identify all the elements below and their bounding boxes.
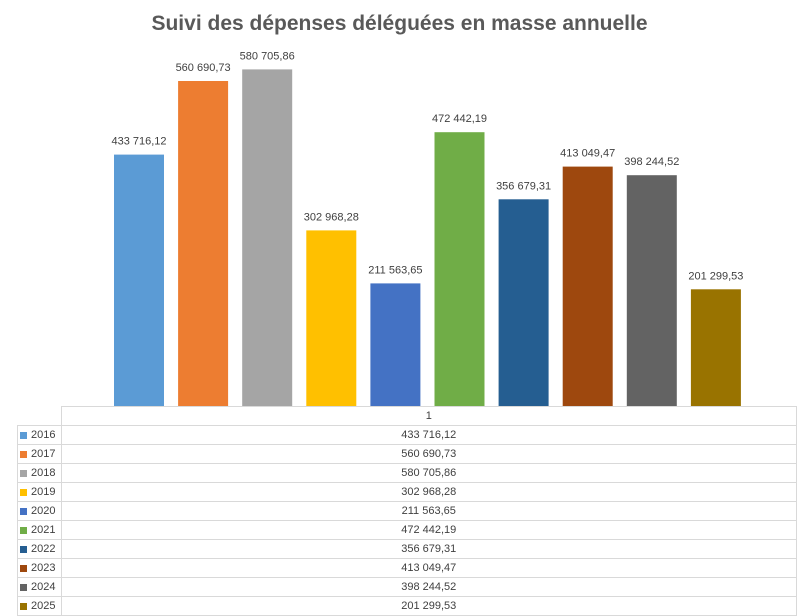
chart-title: Suivi des dépenses déléguées en masse an… xyxy=(151,12,648,35)
series-name: 2019 xyxy=(31,486,56,498)
bar-2022 xyxy=(498,199,549,406)
legend-swatch xyxy=(20,583,27,591)
bar-2016 xyxy=(114,154,164,406)
data-label-2023: 413 049,47 xyxy=(560,148,615,160)
series-value: 433 716,12 xyxy=(60,425,797,445)
series-value: 560 690,73 xyxy=(60,444,797,464)
series-value: 472 442,19 xyxy=(60,520,797,540)
data-table: 1 2016 433 716,12 2017 560 690,73 2018 580 70… xyxy=(17,406,797,616)
legend-swatch xyxy=(20,488,27,496)
series-key: 2020 xyxy=(17,501,62,521)
series-name: 2017 xyxy=(31,448,56,460)
series-value: 201 299,53 xyxy=(60,596,797,616)
legend-swatch xyxy=(20,431,27,439)
bar-2021 xyxy=(434,132,485,406)
data-label-2024: 398 244,52 xyxy=(624,156,679,168)
series-key: 2017 xyxy=(17,444,62,464)
series-name: 2024 xyxy=(31,581,56,593)
bar-2024 xyxy=(626,175,677,406)
data-label-2016: 433 716,12 xyxy=(111,136,166,148)
table-row: 2016 433 716,12 xyxy=(17,425,797,445)
bar-2018 xyxy=(242,69,293,406)
series-name: 2025 xyxy=(31,600,56,612)
series-value: 211 563,65 xyxy=(60,501,797,521)
category-label: 1 xyxy=(60,406,797,426)
legend-swatch xyxy=(20,469,27,477)
series-name: 2018 xyxy=(31,467,56,479)
data-label-2022: 356 679,31 xyxy=(496,180,551,192)
series-value: 413 049,47 xyxy=(60,558,797,578)
series-name: 2022 xyxy=(31,543,56,555)
data-label-2019: 302 968,28 xyxy=(304,211,359,223)
legend-swatch xyxy=(20,545,27,553)
series-key: 2024 xyxy=(17,577,62,597)
data-label-2021: 472 442,19 xyxy=(432,113,487,125)
series-key: 2021 xyxy=(17,520,62,540)
legend-swatch xyxy=(20,507,27,515)
series-name: 2016 xyxy=(31,429,56,441)
legend-swatch xyxy=(20,450,27,458)
table-row: 2019 302 968,28 xyxy=(17,482,797,502)
series-value: 302 968,28 xyxy=(60,482,797,502)
data-label-2025: 201 299,53 xyxy=(688,270,743,282)
series-name: 2020 xyxy=(31,505,56,517)
data-label-2020: 211 563,65 xyxy=(368,264,422,276)
legend-swatch xyxy=(20,564,27,572)
legend-swatch xyxy=(20,602,27,610)
table-header-row: 1 xyxy=(17,406,797,426)
series-key: 2022 xyxy=(17,539,62,559)
series-key: 2023 xyxy=(17,558,62,578)
table-row: 2021 472 442,19 xyxy=(17,520,797,540)
series-name: 2021 xyxy=(31,524,56,536)
bar-2023 xyxy=(562,166,613,406)
table-row: 2017 560 690,73 xyxy=(17,444,797,464)
series-key: 2019 xyxy=(17,482,62,502)
bar-2017 xyxy=(178,81,229,406)
bar-2025 xyxy=(690,289,741,406)
series-value: 356 679,31 xyxy=(60,539,797,559)
series-key: 2025 xyxy=(17,596,62,616)
data-label-2018: 580 705,86 xyxy=(240,50,295,62)
bar-2019 xyxy=(306,230,357,406)
table-row: 2024 398 244,52 xyxy=(17,577,797,597)
series-value: 398 244,52 xyxy=(60,577,797,597)
table-row: 2020 211 563,65 xyxy=(17,501,797,521)
series-value: 580 705,86 xyxy=(60,463,797,483)
bar-2020 xyxy=(370,283,421,406)
bar-plot: 433 716,12 560 690,73 580 705,86 302 968,28… xyxy=(111,50,743,406)
table-row: 2022 356 679,31 xyxy=(17,539,797,559)
table-row: 2025 201 299,53 xyxy=(17,596,797,616)
legend-swatch xyxy=(20,526,27,534)
series-key: 2018 xyxy=(17,463,62,483)
table-row: 2023 413 049,47 xyxy=(17,558,797,578)
table-row: 2018 580 705,86 xyxy=(17,463,797,483)
series-name: 2023 xyxy=(31,562,56,574)
series-key: 2016 xyxy=(17,425,62,445)
data-label-2017: 560 690,73 xyxy=(176,62,231,74)
